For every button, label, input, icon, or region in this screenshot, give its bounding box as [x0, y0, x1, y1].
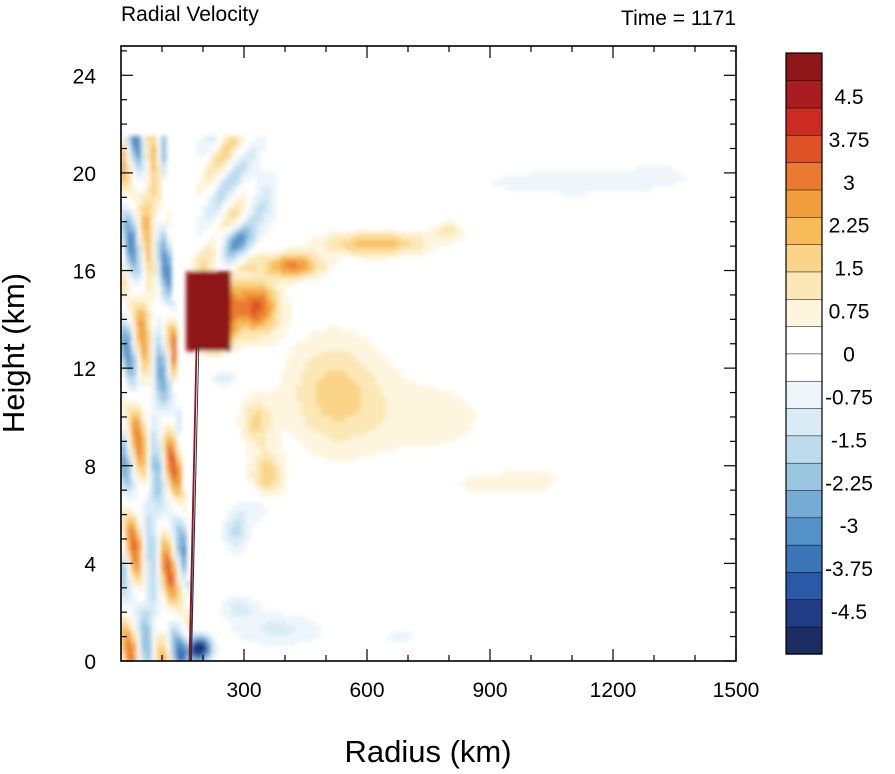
x-axis-ticks: 300 600 900 1200 1500: [161, 46, 760, 702]
y-axis-ticks: 0 4 8 12 16 20 24: [73, 50, 736, 674]
heatmap-field: [121, 136, 687, 661]
chart-title-right: Time = 1171: [621, 7, 736, 30]
colorbar-tick-label: -0.75: [825, 386, 873, 409]
colorbar-swatch: [785, 162, 823, 191]
eyewall-streaks: [188, 275, 200, 661]
colorbar-swatch: [785, 435, 823, 464]
chart-title-left: Radial Velocity: [121, 3, 259, 26]
colorbar-tick-label: -1.5: [831, 429, 867, 452]
y-tick-label: 8: [84, 456, 96, 479]
colorbar-tick-label: -4.5: [831, 601, 867, 624]
colorbar-swatch: [785, 599, 823, 628]
colorbar-swatch: [785, 243, 823, 273]
eyewall-outflow-streak: [188, 275, 199, 661]
colorbar-swatch: [785, 52, 823, 81]
colorbar-tick-label: 2.25: [829, 215, 870, 238]
colorbar-swatch: [785, 517, 823, 546]
x-tick-label: 300: [226, 679, 261, 702]
colorbar-swatch: [785, 571, 823, 601]
y-tick-label: 0: [84, 651, 96, 674]
y-tick-label: 4: [84, 553, 96, 576]
colorbar-swatch: [785, 189, 823, 218]
colorbar-swatch: [785, 353, 823, 382]
colorbar-swatch: [785, 462, 823, 491]
y-axis-label: Height (km): [0, 273, 31, 433]
colorbar: 4.5 3.75 3 2.25 1.5 0.75 0 -0.75 -1.5 -2.25 -3 -3.7…: [785, 52, 873, 655]
y-tick-label: 16: [73, 261, 96, 284]
colorbar-tick-label: -3.75: [825, 558, 873, 581]
colorbar-swatch: [785, 271, 823, 300]
x-tick-label: 1500: [713, 679, 760, 702]
colorbar-tick-label: 0: [843, 344, 855, 367]
colorbar-tick-label: 3: [843, 172, 855, 195]
plot-frame: [120, 45, 737, 662]
y-tick-label: 20: [73, 163, 96, 186]
colorbar-tick-label: 0.75: [829, 301, 870, 324]
y-tick-label: 24: [73, 65, 97, 88]
colorbar-swatch: [785, 325, 823, 355]
x-axis-label: Radius (km): [344, 734, 511, 769]
y-tick-label: 12: [73, 358, 96, 381]
colorbar-swatch: [785, 544, 823, 573]
colorbar-swatch: [785, 380, 823, 409]
eyewall-inflow-streak: [190, 343, 200, 661]
colorbar-swatch: [785, 107, 823, 136]
colorbar-tick-label: 4.5: [834, 86, 863, 109]
x-tick-label: 600: [349, 679, 384, 702]
x-tick-label: 1200: [590, 679, 637, 702]
colorbar-swatch: [785, 407, 823, 437]
colorbar-swatch: [785, 134, 823, 163]
x-tick-label: 900: [472, 679, 507, 702]
colorbar-swatch: [785, 216, 823, 245]
colorbar-tick-label: -3: [840, 515, 859, 538]
colorbar-swatch: [785, 298, 823, 327]
colorbar-swatch: [785, 626, 823, 655]
colorbar-frame: [785, 52, 823, 655]
colorbar-swatch: [785, 489, 823, 519]
colorbar-tick-label: 1.5: [834, 258, 863, 281]
colorbar-tick-label: -2.25: [825, 472, 873, 495]
colorbar-tick-label: 3.75: [829, 129, 870, 152]
colorbar-swatch: [785, 80, 823, 109]
